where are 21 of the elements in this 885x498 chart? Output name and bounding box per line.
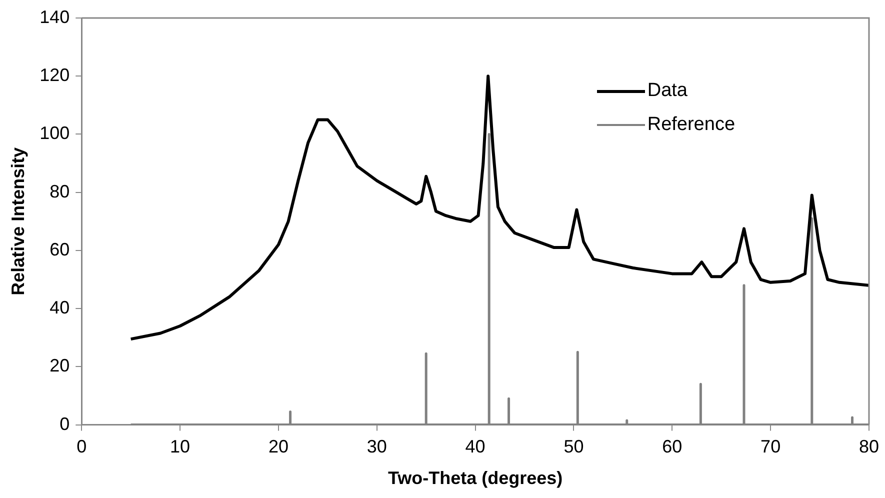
legend-label: Reference [647, 114, 736, 136]
y-tick-label: 40 [50, 298, 70, 318]
y-tick-label: 60 [50, 239, 70, 260]
x-tick-label: 70 [760, 436, 781, 457]
x-tick-label: 10 [170, 436, 190, 457]
y-tick-label: 120 [40, 65, 70, 86]
y-tick-label: 100 [40, 123, 70, 144]
y-tick-label: 20 [50, 356, 70, 376]
x-tick-label: 20 [268, 436, 288, 457]
x-tick-label: 40 [465, 436, 486, 457]
x-tick-label: 0 [76, 436, 87, 457]
y-tick-label: 0 [60, 414, 70, 434]
y-tick-label: 80 [50, 181, 70, 202]
y-axis-title: Relative Intensity [8, 147, 28, 296]
y-tick-label: 140 [40, 6, 70, 27]
x-tick-label: 50 [564, 436, 584, 457]
x-axis-title: Two-Theta (degrees) [388, 468, 563, 488]
legend-label: Data [647, 80, 688, 102]
x-tick-label: 80 [858, 436, 880, 457]
x-tick-label: 60 [662, 436, 682, 457]
x-tick-label: 30 [366, 436, 387, 457]
